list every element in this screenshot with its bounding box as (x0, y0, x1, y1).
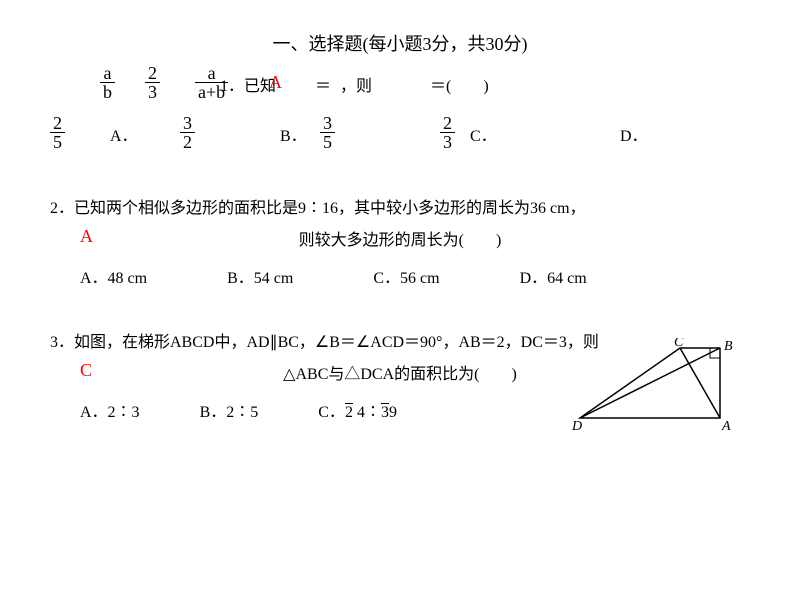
q1-optD: D． (620, 122, 648, 146)
frac-3-over-2: 3 2 (180, 114, 195, 151)
q3-answer-mark: C (80, 360, 92, 381)
problem-1: a b 2 3 a a+b 1．已知 A ＝ ，则 ＝( ) 2 5 A． 3 … (20, 64, 780, 164)
q3-optB: B．2∶5 (200, 398, 259, 422)
label-D: D (571, 419, 582, 434)
q1-optA: A． (110, 122, 138, 146)
label-B: B (724, 339, 733, 354)
frac-3-over-5: 3 5 (320, 114, 335, 151)
triangle-lines (580, 348, 720, 418)
q3-optC-sep: 4∶ (357, 404, 381, 421)
denominator: 3 (440, 133, 455, 151)
q2-optD: D．64 cm (520, 264, 587, 288)
q2-optB: B．54 cm (227, 264, 293, 288)
q3-optC-suffix: 9 (389, 404, 397, 421)
q1-text-eq: ＝( ) (430, 72, 489, 96)
q3-optA: A．2∶3 (80, 398, 140, 422)
denominator: 5 (50, 133, 65, 151)
q1-optB: B． (280, 122, 307, 146)
denominator: 2 (180, 133, 195, 151)
q3-optC: C．2 4∶39 (318, 398, 397, 422)
numerator: a (100, 64, 115, 83)
numerator: 2 (50, 114, 65, 133)
numerator: 3 (320, 114, 335, 133)
q2-optC: C．56 cm (373, 264, 439, 288)
numerator: 3 (180, 114, 195, 133)
frac-2-over-3: 2 3 (145, 64, 160, 101)
problem-2: 2．已知两个相似多边形的面积比是9∶16，其中较小多边形的周长为36 cm， A… (20, 194, 780, 288)
sqrt-3: 3 (381, 404, 389, 421)
q2-line1: 2．已知两个相似多边形的面积比是9∶16，其中较小多边形的周长为36 cm， (20, 194, 780, 218)
sqrt-2: 2 (345, 404, 353, 421)
label-A: A (721, 419, 731, 434)
section-title: 一、选择题(每小题3分，共30分) (20, 30, 780, 56)
frac-2-over-3b: 2 3 (440, 114, 455, 151)
q1-text-ze: ，则 (340, 72, 372, 96)
q1-text-known: 1．已知 (220, 72, 276, 96)
q1-optC: C． (470, 122, 497, 146)
numerator: 2 (440, 114, 455, 133)
q1-answer-mark: A (269, 72, 282, 93)
frac-a-over-b: a b (100, 64, 115, 101)
q2-answer-mark: A (80, 226, 93, 247)
problem-3: 3．如图，在梯形ABCD中，AD∥BC，∠B＝∠ACD＝90°，AB＝2，DC＝… (20, 328, 780, 422)
eq-sign: ＝ (315, 72, 331, 96)
denominator: 5 (320, 133, 335, 151)
q2-line2: 则较大多边形的周长为( ) (20, 226, 780, 250)
denominator: 3 (145, 83, 160, 101)
denominator: b (100, 83, 115, 101)
q2-options: A．48 cm B．54 cm C．56 cm D．64 cm (20, 264, 780, 288)
q3-optC-prefix: C． (318, 404, 345, 421)
numerator: 2 (145, 64, 160, 83)
label-C: C (674, 338, 684, 350)
frac-2-over-5: 2 5 (50, 114, 65, 151)
q2-optA: A．48 cm (80, 264, 147, 288)
triangle-figure: C B D A (570, 338, 740, 448)
